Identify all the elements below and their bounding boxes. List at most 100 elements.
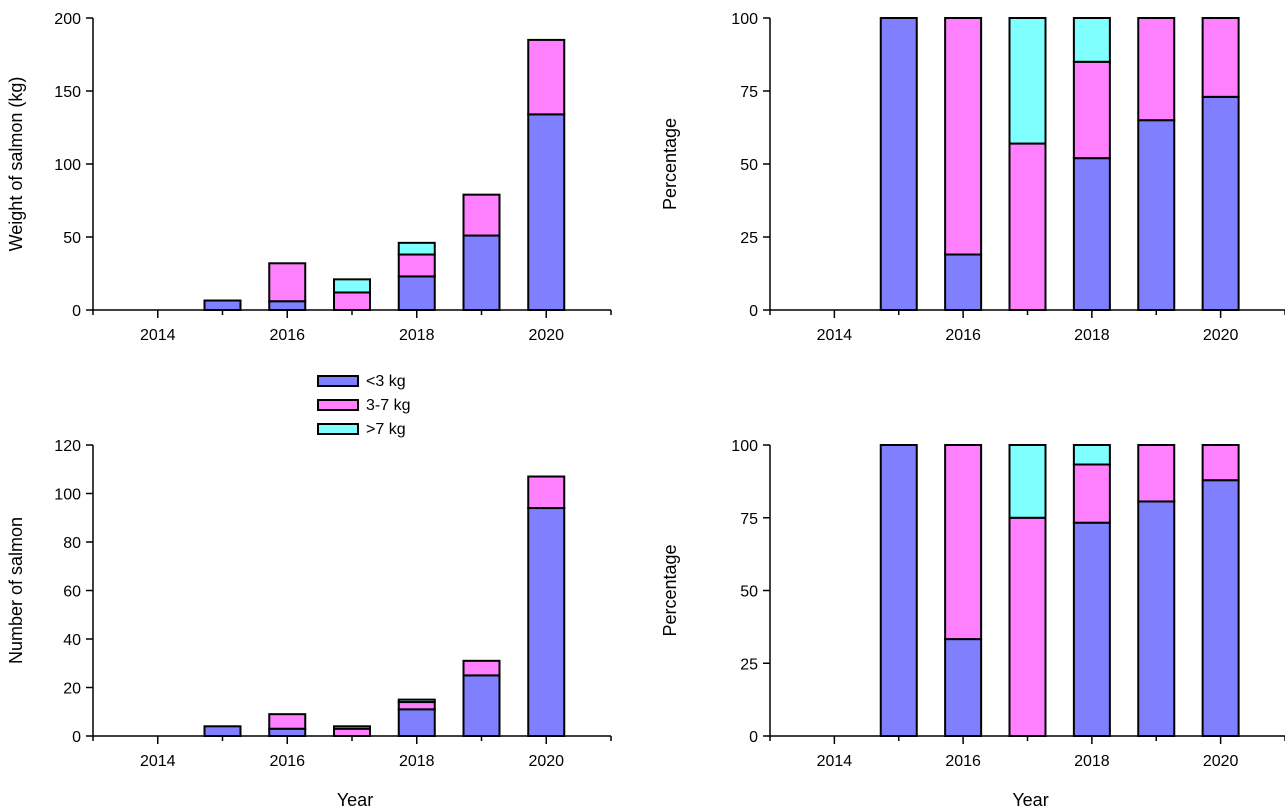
y-tick-label: 50: [740, 584, 758, 601]
bar-gt7-2018: [1072, 444, 1111, 466]
bar-mid-2018: [1072, 463, 1111, 524]
x-tick-label: 2016: [945, 327, 981, 344]
y-tick-label: 0: [749, 303, 758, 320]
y-tick-label: 40: [63, 632, 81, 649]
x-tick-label: 2014: [817, 753, 853, 770]
bar-lt3-2018: [1072, 157, 1111, 311]
bar-lt3-2018: [397, 708, 436, 738]
bar-mid-2019: [462, 193, 501, 237]
legend-swatch-gt7: [317, 423, 359, 435]
x-axis-label: Year: [1012, 790, 1048, 810]
x-tick-label: 2016: [945, 753, 981, 770]
y-tick-label: 100: [731, 11, 758, 28]
bar-lt3-2016: [944, 253, 983, 312]
x-tick-label: 2014: [140, 327, 176, 344]
bar-gt7-2018: [397, 698, 436, 704]
legend-swatch-mid: [317, 399, 359, 411]
y-tick-label: 0: [749, 729, 758, 746]
bar-lt3-2016: [268, 727, 307, 737]
panel-number: 0 20 40 60 80 100 120 2014 2016 2018 2020 Number of…: [6, 438, 612, 810]
y-tick-label: 120: [54, 438, 81, 455]
bar-mid-2018: [1072, 60, 1111, 160]
y-tick-label: 75: [740, 84, 758, 101]
y-axis-label: Percentage: [660, 118, 680, 210]
y-tick-label: 80: [63, 535, 81, 552]
panel-weight: 0 50 100 150 200 2014 2016 2018 2020 Weight of sa…: [6, 11, 612, 344]
y-tick-label: 20: [63, 681, 81, 698]
x-tick-label: 2020: [528, 327, 564, 344]
bar-mid-2020: [1201, 444, 1240, 482]
bar-gt7-2018: [397, 241, 436, 256]
y-tick-label: 50: [63, 230, 81, 247]
bar-lt3-2019: [1137, 500, 1176, 738]
y-tick-label: 100: [54, 157, 81, 174]
y-axis-label: Number of salmon: [6, 517, 26, 664]
bar-mid-2016: [268, 262, 307, 303]
bar-mid-2016: [944, 444, 983, 641]
y-tick-label: 50: [740, 157, 758, 174]
bar-mid-2017: [1008, 142, 1047, 311]
bar-lt3-2020: [527, 507, 566, 737]
legend-swatch-lt3: [317, 375, 359, 387]
x-axis-label: Year: [337, 790, 373, 810]
legend-label-gt7: >7 kg: [366, 421, 406, 438]
y-tick-label: 150: [54, 84, 81, 101]
y-tick-label: 25: [740, 230, 758, 247]
legend-entry-mid: 3-7 kg: [317, 397, 410, 414]
bar-mid-2018: [397, 701, 436, 711]
bar-lt3-2019: [1137, 119, 1176, 311]
y-tick-label: 200: [54, 11, 81, 28]
bar-mid-2019: [1137, 17, 1176, 122]
bar-lt3-2018: [397, 275, 436, 312]
y-tick-label: 100: [54, 487, 81, 504]
bar-lt3-2015: [879, 444, 918, 737]
bar-mid-2016: [944, 17, 983, 256]
bar-lt3-2019: [462, 674, 501, 737]
bar-mid-2018: [397, 253, 436, 278]
x-tick-label: 2018: [1074, 753, 1110, 770]
panel-weight-percentage: 0 25 50 75 100 2014 2016 2018 2020 Percentage: [660, 11, 1285, 344]
bar-gt7-2017: [1008, 444, 1047, 519]
x-tick-label: 2014: [140, 753, 176, 770]
x-tick-label: 2020: [1203, 753, 1239, 770]
bar-mid-2016: [268, 713, 307, 730]
bar-lt3-2016: [268, 300, 307, 311]
bar-lt3-2019: [462, 234, 501, 311]
bar-lt3-2016: [944, 638, 983, 737]
bar-gt7-2017: [333, 725, 371, 730]
y-tick-label: 75: [740, 511, 758, 528]
bar-lt3-2015: [203, 725, 242, 737]
x-tick-label: 2020: [528, 753, 564, 770]
bar-mid-2017: [333, 727, 371, 737]
legend: <3 kg 3-7 kg >7 kg: [317, 373, 410, 438]
x-tick-label: 2018: [399, 327, 435, 344]
y-tick-label: 0: [72, 303, 81, 320]
y-tick-label: 0: [72, 729, 81, 746]
y-tick-label: 100: [731, 438, 758, 455]
bar-mid-2020: [527, 38, 566, 116]
bar-lt3-2020: [1201, 479, 1240, 737]
legend-entry-lt3: <3 kg: [317, 373, 406, 390]
bar-lt3-2015: [879, 17, 918, 311]
bar-mid-2019: [462, 659, 501, 677]
y-tick-label: 60: [63, 584, 81, 601]
bar-lt3-2020: [1201, 95, 1240, 311]
bar-lt3-2018: [1072, 521, 1111, 738]
legend-label-lt3: <3 kg: [366, 373, 406, 390]
y-tick-label: 25: [740, 656, 758, 673]
bar-mid-2017: [1008, 516, 1047, 737]
x-tick-label: 2016: [269, 753, 305, 770]
bar-mid-2019: [1137, 444, 1176, 503]
x-tick-label: 2018: [1074, 327, 1110, 344]
y-axis-label: Weight of salmon (kg): [6, 77, 26, 252]
y-axis-label: Percentage: [660, 544, 680, 636]
x-tick-label: 2016: [269, 327, 305, 344]
bar-gt7-2017: [333, 278, 371, 294]
x-tick-label: 2020: [1203, 327, 1239, 344]
bar-mid-2017: [333, 291, 371, 312]
legend-label-mid: 3-7 kg: [366, 397, 410, 414]
panel-number-percentage: 0 25 50 75 100 2014 2016 2018 2020 Percentage Year: [660, 438, 1285, 810]
x-tick-label: 2014: [817, 327, 853, 344]
bar-gt7-2017: [1008, 17, 1047, 145]
